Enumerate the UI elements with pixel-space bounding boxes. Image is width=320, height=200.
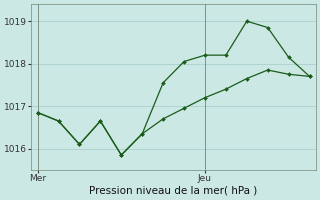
- X-axis label: Pression niveau de la mer( hPa ): Pression niveau de la mer( hPa ): [90, 186, 258, 196]
